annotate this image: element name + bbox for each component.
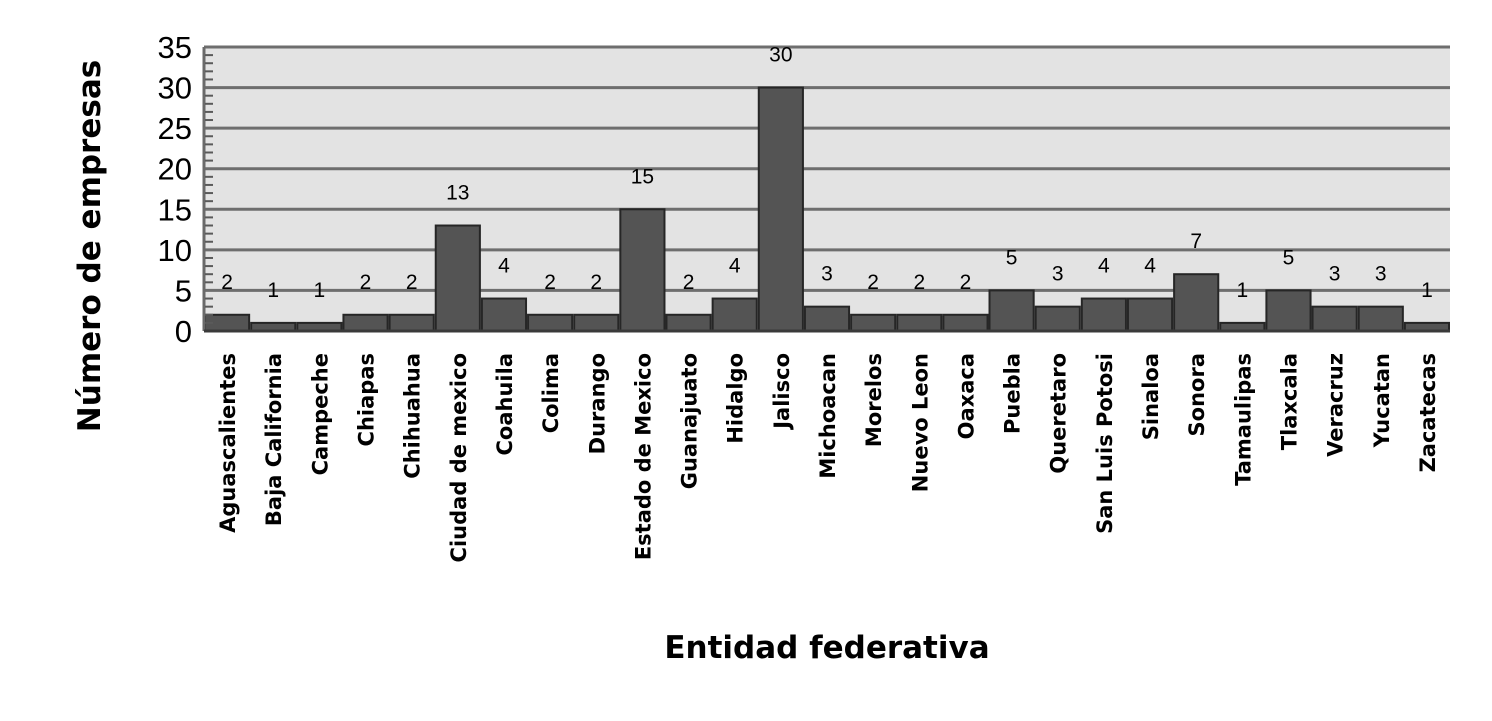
bar: [480, 297, 528, 332]
data-label: 2: [406, 271, 418, 294]
bar: [527, 313, 574, 332]
category-label: Puebla: [1001, 353, 1025, 434]
data-label: 2: [360, 271, 372, 294]
bar: [665, 313, 712, 332]
category-label: Chihuahua: [401, 353, 425, 479]
y-tick-label: 5: [175, 273, 192, 308]
bar: [942, 313, 989, 332]
y-tick-label: 35: [158, 30, 192, 65]
data-label: 1: [1421, 279, 1433, 302]
bar: [1357, 305, 1404, 332]
category-label: Hidalgo: [724, 353, 748, 444]
data-label: 5: [1283, 246, 1295, 269]
data-label: 2: [913, 271, 925, 294]
category-label: Morelos: [862, 353, 886, 447]
category-label: Chiapas: [355, 353, 379, 446]
data-label: 2: [867, 271, 879, 294]
data-label: 13: [446, 182, 469, 205]
y-tick-label: 0: [175, 314, 192, 349]
category-label: Veracruz: [1324, 353, 1348, 457]
y-tick-label: 20: [158, 152, 192, 187]
bars: [204, 86, 1450, 333]
bar: [1080, 297, 1127, 332]
category-label: Nuevo Leon: [908, 353, 932, 492]
bar: [711, 297, 758, 332]
category-label: Guanajuato: [678, 353, 702, 489]
category-label: Yucatan: [1370, 353, 1394, 448]
y-tick-labels: 0 5 10 15 20 25 30 35: [158, 30, 192, 349]
x-category-labels: Aguascalientes Baja California Campeche Chi…: [216, 353, 1440, 562]
y-tick-label: 15: [158, 192, 192, 227]
category-label: Estado de Mexico: [631, 353, 655, 560]
category-label: Durango: [585, 353, 609, 454]
data-label: 2: [683, 271, 695, 294]
category-label: Zacatecas: [1416, 353, 1440, 472]
bar: [573, 313, 620, 332]
bar: [434, 224, 481, 332]
data-label: 2: [221, 271, 233, 294]
data-label: 3: [821, 263, 833, 286]
bar: [1265, 289, 1312, 332]
data-label: 4: [1098, 255, 1110, 278]
category-label: Aguascalientes: [216, 353, 240, 533]
y-axis-title: Número de empresas: [72, 60, 108, 432]
bar: [803, 305, 851, 332]
bar: [1126, 297, 1174, 332]
x-axis-title: Entidad federativa: [664, 630, 989, 666]
category-label: Coahuila: [493, 353, 517, 455]
axes: [202, 47, 1450, 333]
bar: [388, 313, 435, 332]
bar: [896, 313, 943, 332]
y-tick-label: 10: [158, 233, 192, 268]
category-label: Sinaloa: [1139, 353, 1163, 440]
data-label: 3: [1375, 263, 1387, 286]
bar: [342, 313, 389, 332]
data-label: 5: [1006, 246, 1018, 269]
y-minor-ticks: [205, 54, 213, 324]
bar: [850, 313, 897, 332]
bar: [1311, 305, 1358, 332]
data-label: 2: [960, 271, 972, 294]
data-label: 2: [590, 271, 602, 294]
data-label: 3: [1052, 263, 1064, 286]
category-label: Michoacan: [816, 353, 840, 479]
category-label: Baja California: [262, 353, 286, 526]
data-label: 15: [631, 165, 654, 188]
category-label: Sonora: [1185, 353, 1209, 436]
category-label: Jalisco: [770, 353, 794, 431]
bar: [1173, 273, 1220, 333]
category-label: Oaxaca: [954, 353, 978, 439]
category-label: Ciudad de mexico: [447, 353, 471, 562]
category-label: Tlaxcala: [1277, 353, 1301, 450]
y-tick-label: 30: [158, 71, 192, 106]
data-label: 3: [1329, 263, 1341, 286]
data-label: 4: [498, 255, 510, 278]
bar: [757, 86, 804, 332]
category-label: Tamaulipas: [1231, 353, 1255, 486]
category-label: Queretaro: [1047, 353, 1071, 474]
data-label: 4: [729, 255, 741, 278]
data-label: 1: [267, 279, 279, 302]
plot-area: [204, 47, 1450, 331]
data-label: 30: [769, 44, 792, 67]
category-label: Colima: [539, 353, 563, 433]
data-label: 1: [1236, 279, 1248, 302]
y-tick-label: 25: [158, 111, 192, 146]
bar: [988, 289, 1035, 332]
data-label: 2: [544, 271, 556, 294]
category-label: San Luis Potosi: [1093, 353, 1117, 534]
bar: [1034, 305, 1081, 332]
data-label: 7: [1190, 230, 1202, 253]
category-label: Campeche: [308, 353, 332, 475]
gridlines: [204, 45, 1450, 292]
bar: [619, 208, 666, 333]
data-label: 1: [314, 279, 326, 302]
data-label: 4: [1144, 255, 1156, 278]
